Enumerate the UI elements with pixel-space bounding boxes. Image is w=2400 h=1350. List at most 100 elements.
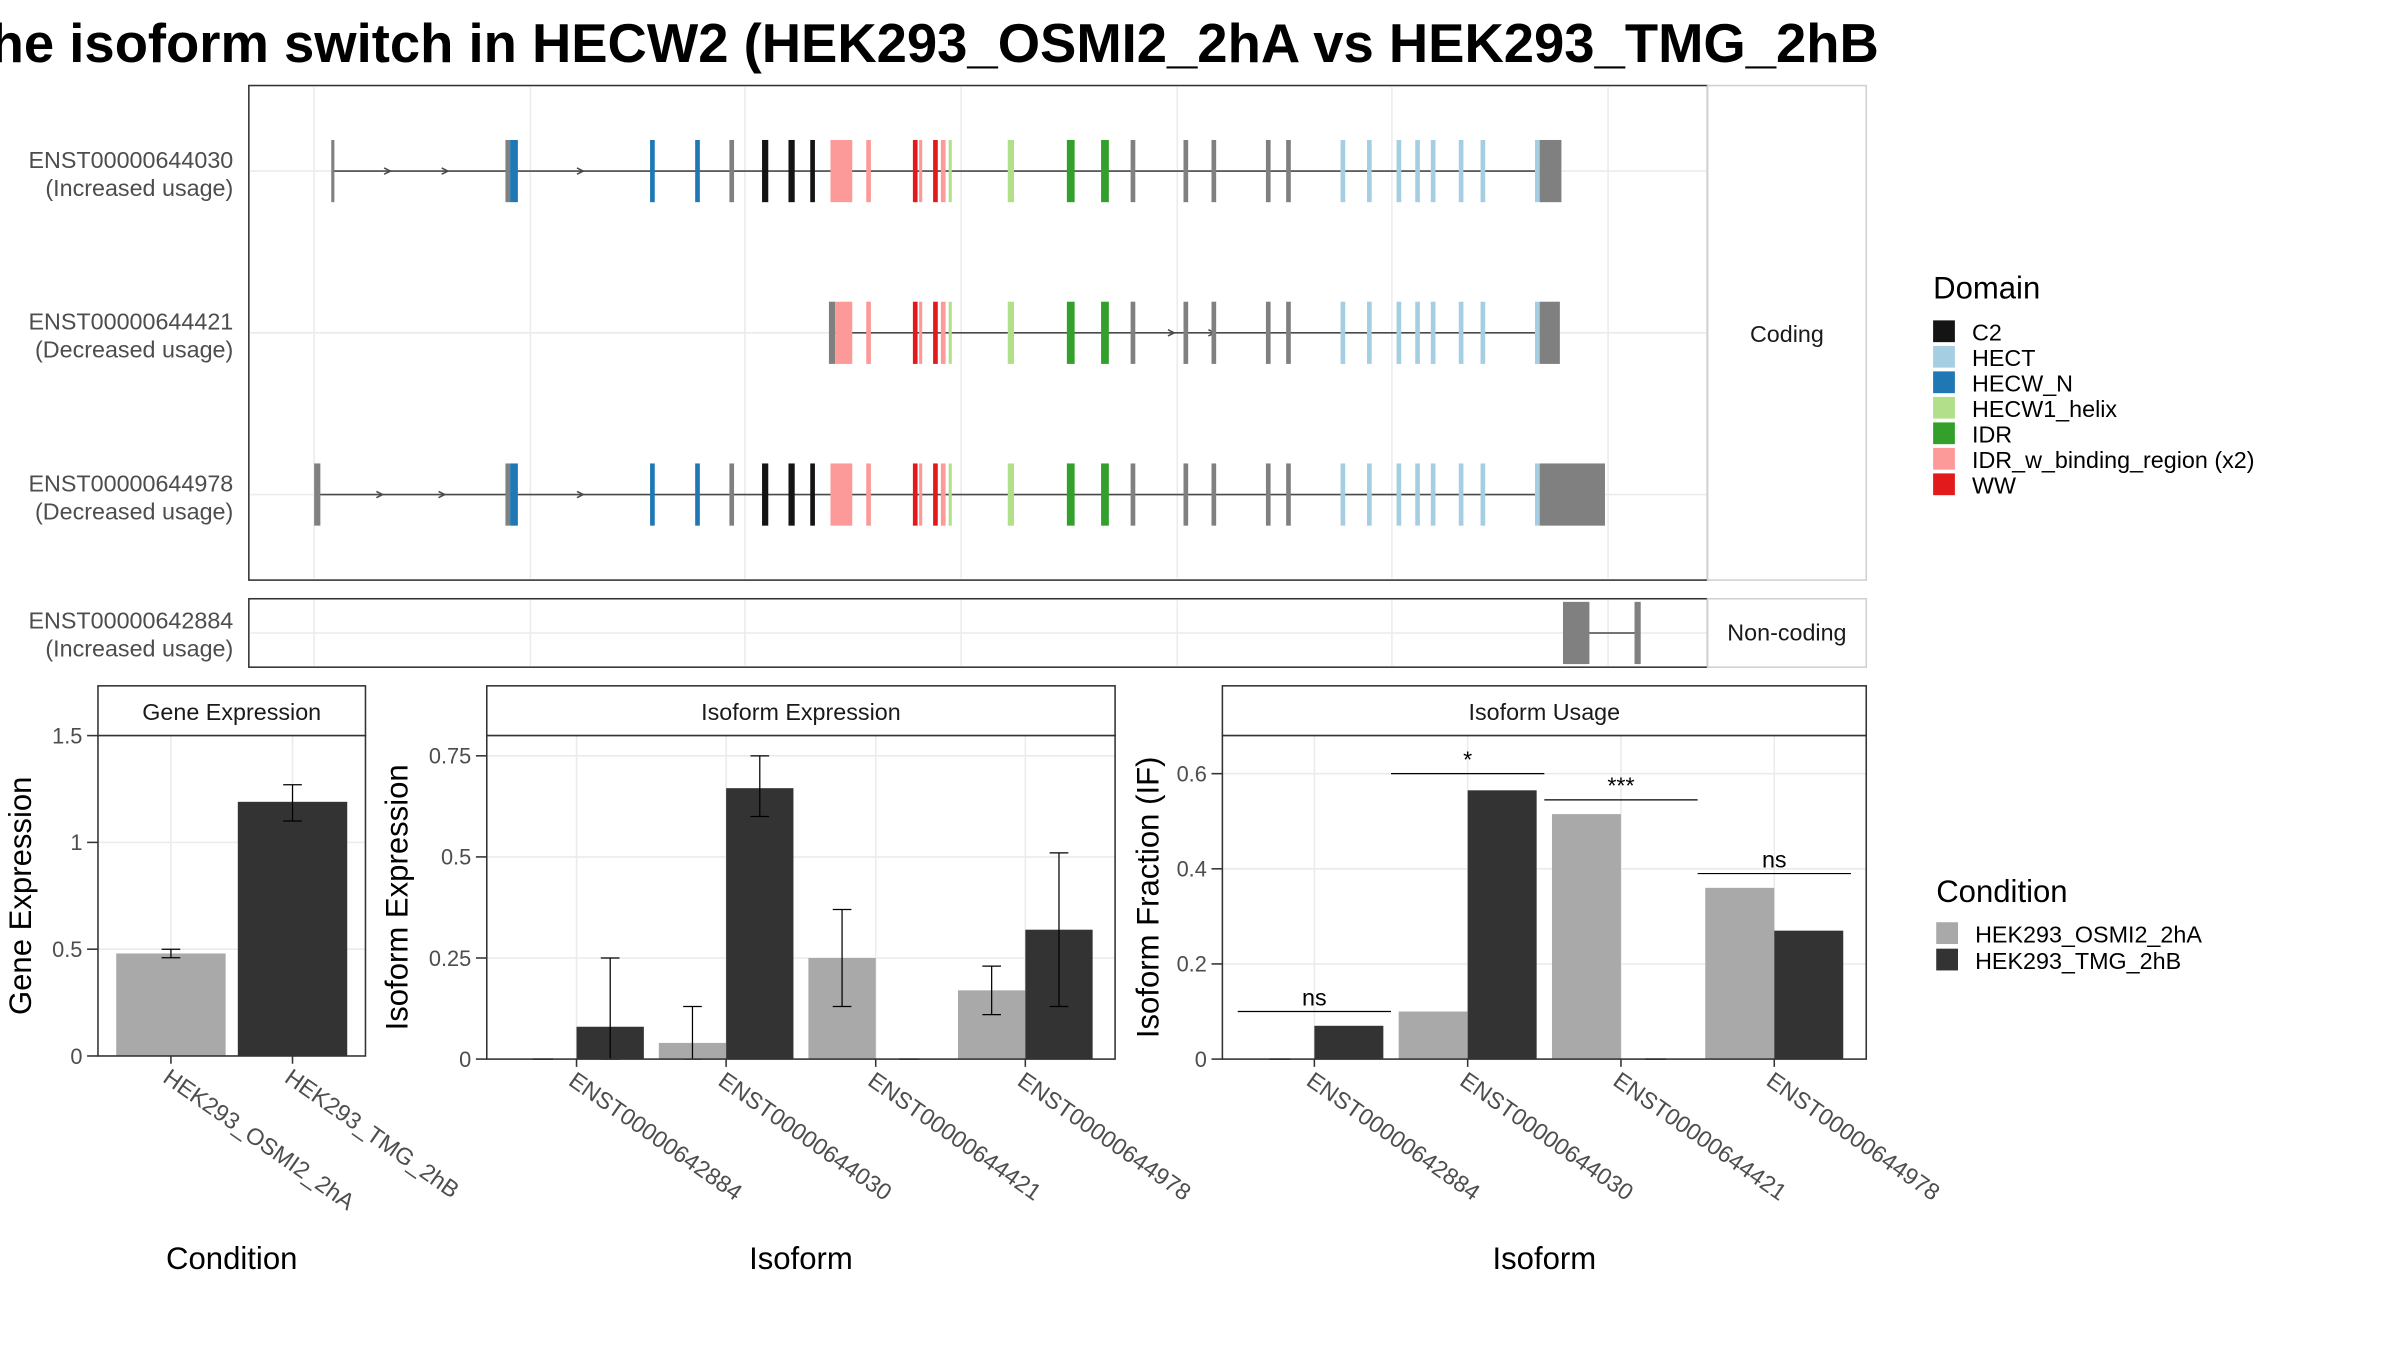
structure-facet-strip-noncoding: Non-coding [1706, 597, 1868, 668]
exon-plain [828, 301, 836, 364]
y-tick-label: 0 [70, 1044, 82, 1069]
noncoding-transcript-track [1562, 601, 1641, 665]
y-tick-label: 0.25 [429, 946, 471, 971]
exon-idr_w_binding_region [866, 139, 871, 203]
panel-strip-label: Isoform Expression [701, 699, 901, 725]
bar [116, 953, 226, 1056]
exon-exon_plain [314, 463, 321, 526]
exon-hect [1340, 463, 1346, 526]
exon-hect [1396, 139, 1402, 203]
transcript-id-2: ENST00000644978 [28, 470, 233, 496]
exon-hecw_n [695, 139, 700, 203]
bar [726, 788, 794, 1060]
panel-strip [1221, 685, 1868, 737]
exon-exon_plain [1265, 301, 1271, 364]
exon-idr_w_binding_region [866, 463, 871, 526]
plot-frame [97, 734, 367, 1057]
exon-idr_w_binding_region [919, 139, 923, 203]
bar [1705, 887, 1775, 1060]
exon-hect [1396, 463, 1402, 526]
transcript-usage-1: (Decreased usage) [35, 337, 233, 363]
exon-idr [1101, 139, 1109, 203]
exon-hect [1534, 301, 1540, 364]
exon-exon_plain [505, 463, 511, 526]
exon-exon_plain [1286, 301, 1291, 364]
figure-title: he isoform switch in HECW2 (HEK293_OSMI2… [0, 13, 1879, 74]
facet-label-noncoding: Non-coding [1727, 620, 1846, 646]
plot-frame [485, 734, 1116, 1060]
transcript-id-0: ENST00000644030 [28, 147, 233, 173]
exon-utr [1539, 301, 1560, 364]
exon-exon_plain [1130, 301, 1136, 364]
exon-idr_w_binding_region [866, 301, 871, 364]
exon-hect [1458, 463, 1464, 526]
panel-strip-label: Isoform Usage [1469, 699, 1621, 725]
y-axis-title: Gene Expression [3, 777, 38, 1016]
y-tick-label: 0.6 [1177, 761, 1207, 786]
exon-idr_w_binding_region [940, 463, 946, 526]
condition-legend-label: HEK293_TMG_2hB [1975, 948, 2181, 974]
exon-hecw_n [695, 463, 700, 526]
exon-idr [1066, 463, 1075, 526]
exon-hecw1_helix [948, 463, 952, 526]
exon-c2 [810, 139, 815, 203]
exon-hect [1340, 301, 1346, 364]
exon-hect [1534, 139, 1540, 203]
significance-label: ns [1762, 846, 1787, 872]
exon-hecw_n [650, 463, 655, 526]
exon-exon_plain [1265, 463, 1271, 526]
exon-exon_plain [1183, 139, 1189, 203]
domain-legend-swatch [1933, 447, 1955, 470]
condition-legend-label: HEK293_OSMI2_2hA [1975, 921, 2202, 947]
y-tick-label: 0.4 [1177, 857, 1207, 882]
y-axis-title: Isoform Expression [379, 764, 414, 1030]
exon-exon_plain [331, 139, 335, 203]
coding-transcript-tracks [314, 139, 1605, 526]
structure-coding-panel [248, 84, 1709, 581]
strand-arrow [438, 490, 447, 499]
domain-legend-swatch [1933, 320, 1955, 343]
bar [1398, 1011, 1468, 1060]
condition-legend-title: Condition [1936, 874, 2067, 909]
exon-idr [1101, 463, 1109, 526]
structure-facet-strip-coding: Coding [1706, 84, 1868, 581]
domain-legend-label: HECT [1972, 345, 2035, 371]
exon-hect [1430, 301, 1436, 364]
exon-hect [1480, 301, 1486, 364]
exon-hect [1367, 139, 1372, 203]
domain-legend-label: HECW_N [1972, 371, 2073, 397]
domain-legend-title: Domain [1933, 271, 2040, 306]
exon-hect [1458, 301, 1464, 364]
transcript-usage-2: (Decreased usage) [35, 498, 233, 524]
exon-exon_plain [505, 139, 511, 203]
y-tick-label: 0.2 [1177, 952, 1207, 977]
panel-strip [97, 685, 367, 737]
significance-label: *** [1607, 773, 1634, 799]
exon-exon_plain [1183, 301, 1189, 364]
exon-exon_plain [729, 139, 735, 203]
exon-hecw1_helix [948, 301, 952, 364]
exon-idr_w_binding_region [940, 301, 946, 364]
transcript-id-3: ENST00000642884 [28, 607, 233, 633]
exon-ww [933, 463, 938, 526]
y-tick-label: 0 [1195, 1047, 1207, 1072]
strand-arrow [1167, 329, 1176, 337]
exon-hecw1_helix [948, 139, 952, 203]
exon-exon_plain [1130, 463, 1136, 526]
exon-idr_w_binding_region [919, 301, 923, 364]
exon-c2 [762, 463, 769, 526]
panel-strip-label: Gene Expression [142, 699, 321, 725]
exon-hect [1415, 463, 1420, 526]
exon-hect [1480, 463, 1486, 526]
domain-legend-label: HECW1_helix [1972, 396, 2117, 422]
y-tick-label: 0.75 [429, 744, 471, 769]
exon-hecw_n [510, 463, 518, 526]
domain-legend-swatch [1933, 473, 1955, 496]
y-tick-label: 0.5 [441, 845, 471, 870]
bar [237, 801, 348, 1056]
y-tick-label: 1 [70, 830, 82, 855]
exon-ww [912, 301, 918, 364]
structure-noncoding-panel [248, 597, 1709, 668]
